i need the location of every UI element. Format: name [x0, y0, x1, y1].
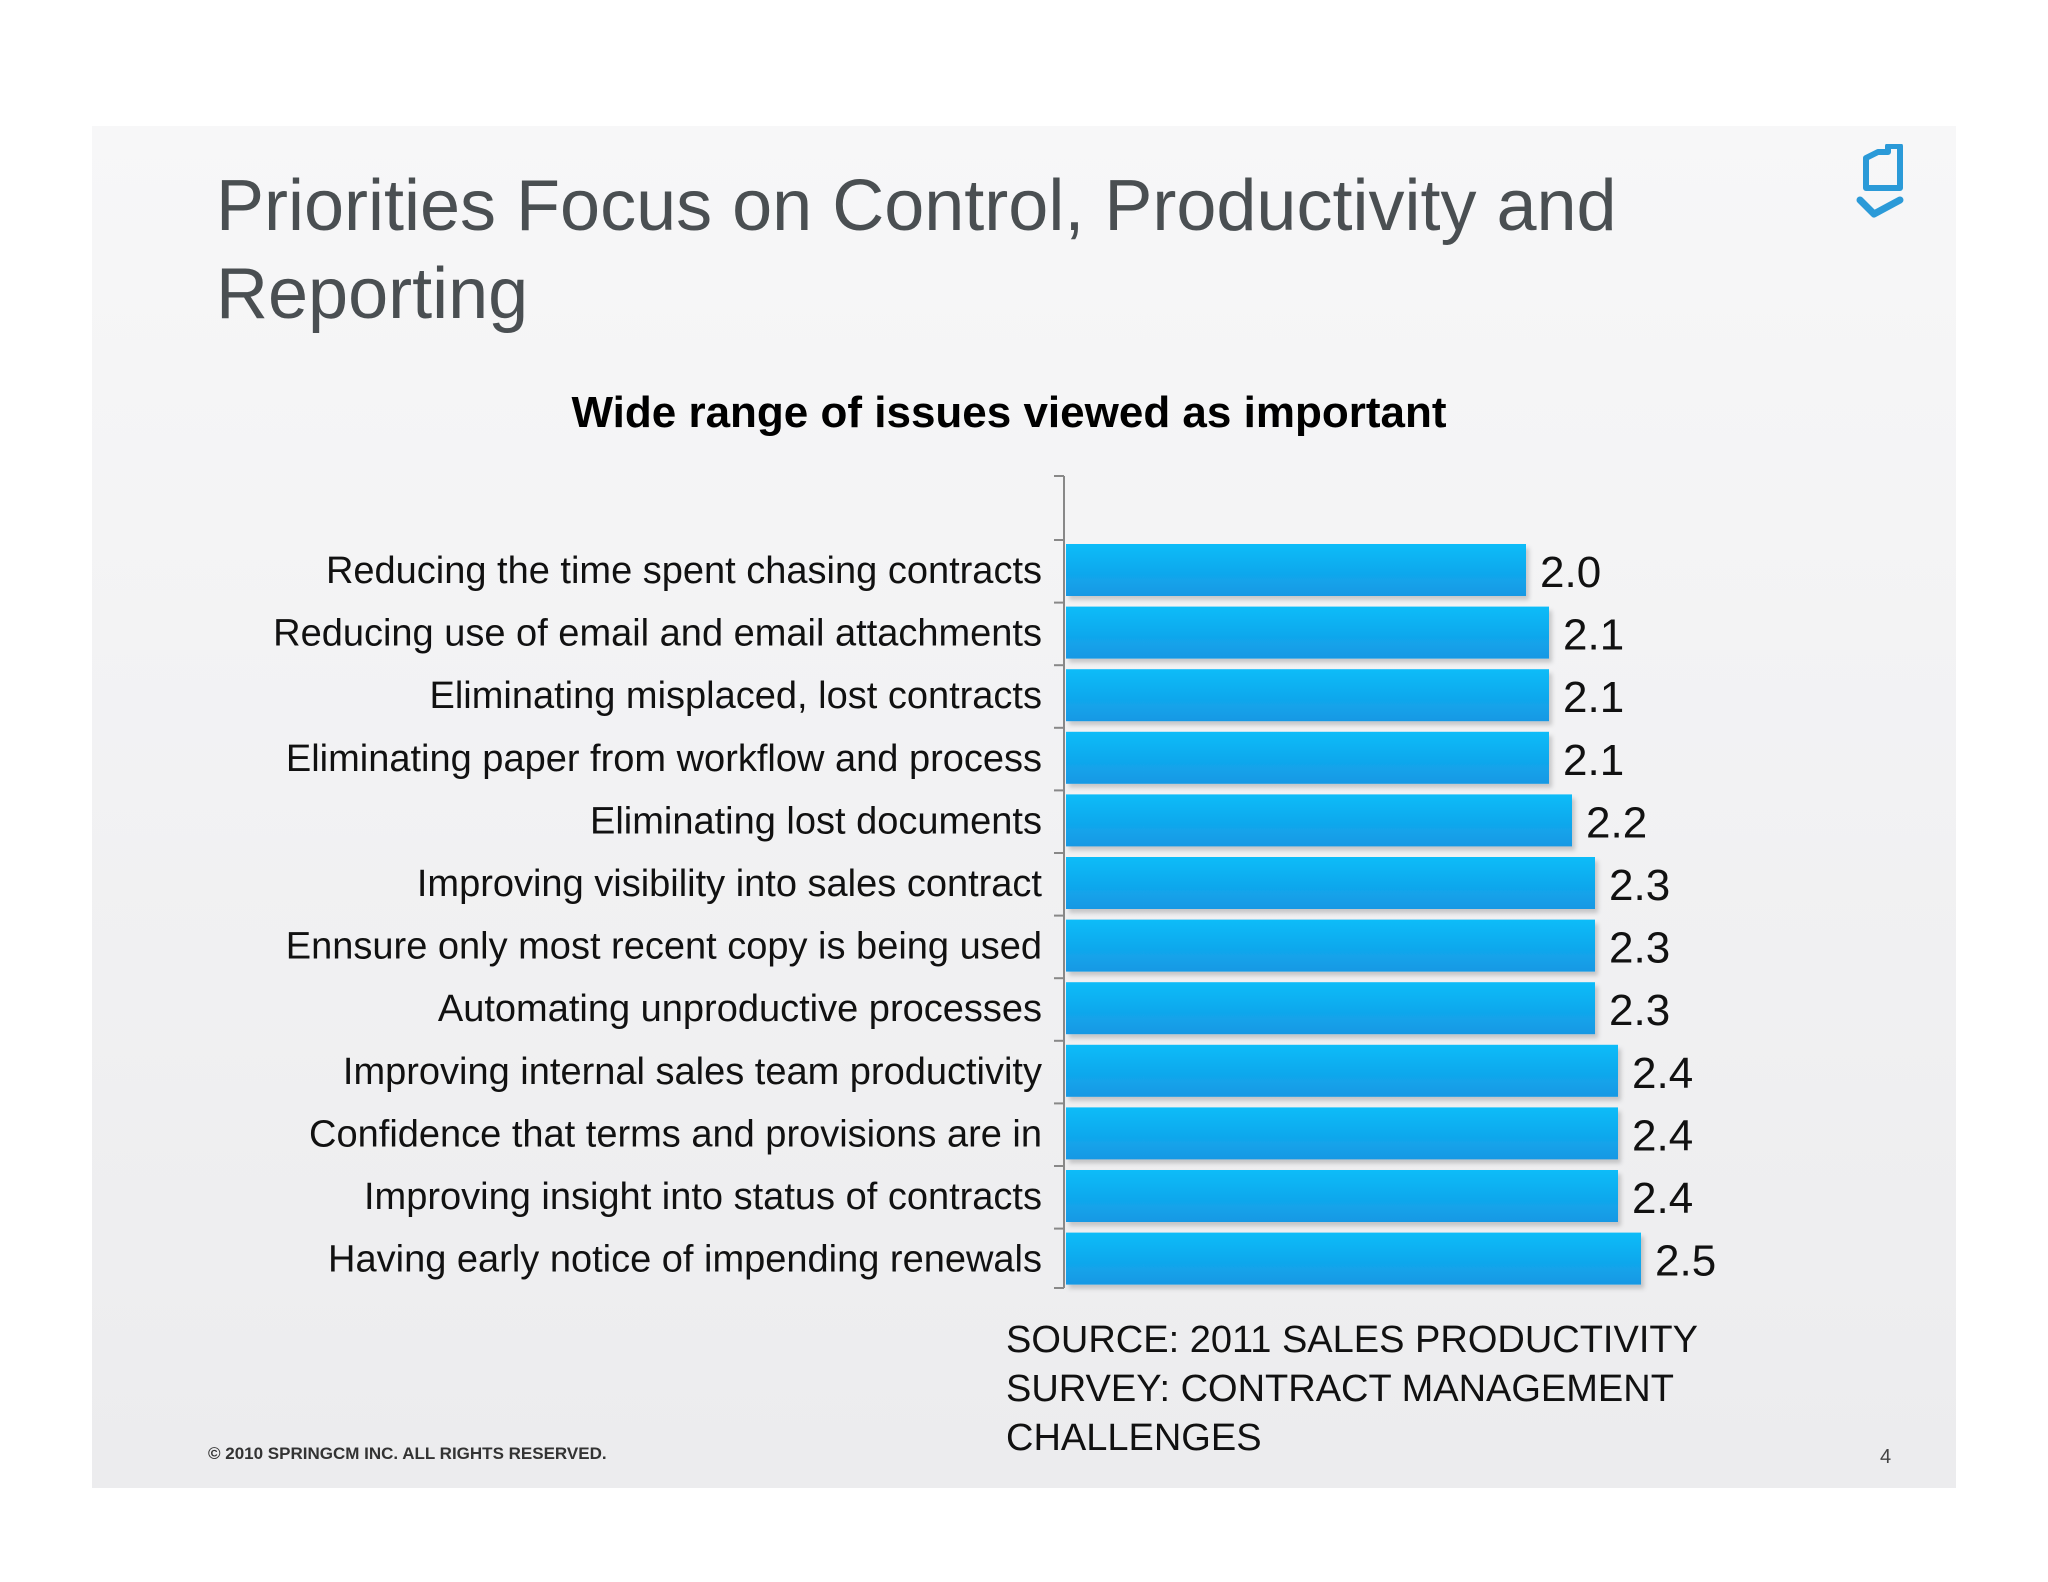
category-label: Eliminating paper from workflow and proc…: [286, 738, 1042, 780]
bar: [1066, 919, 1595, 972]
bar: [1066, 731, 1549, 784]
category-label: Automating unproductive processes: [438, 988, 1042, 1030]
bar: [1066, 544, 1526, 596]
data-label: 2.1: [1563, 673, 1624, 722]
source-note: SOURCE: 2011 SALES PRODUCTIVITY SURVEY: …: [1006, 1319, 1698, 1459]
data-label: 2.1: [1563, 736, 1624, 785]
bar: [1066, 1170, 1618, 1222]
category-label: Improving visibility into sales contract: [417, 863, 1043, 905]
page-title: Priorities Focus on Control, Productivit…: [216, 166, 1617, 334]
category-label: Having early notice of impending renewal…: [328, 1239, 1042, 1281]
data-label: 2.3: [1609, 986, 1670, 1035]
chart-title: Wide range of issues viewed as important: [92, 388, 1956, 438]
bar: [1066, 857, 1595, 909]
category-label: Ennsure only most recent copy is being u…: [286, 926, 1042, 968]
page-number: 4: [1880, 1446, 1892, 1468]
category-label: Reducing the time spent chasing contract…: [326, 550, 1042, 592]
bar-chart: Reducing the time spent chasing contract…: [273, 475, 1716, 1289]
category-label: Reducing use of email and email attachme…: [273, 613, 1042, 655]
category-label: Eliminating misplaced, lost contracts: [430, 675, 1042, 717]
category-label: Improving insight into status of contrac…: [364, 1176, 1042, 1218]
data-label: 2.1: [1563, 611, 1624, 660]
slide: Priorities Focus on Control, Productivit…: [92, 126, 1956, 1488]
data-label: 2.2: [1586, 798, 1647, 847]
data-label: 2.5: [1655, 1237, 1716, 1286]
category-label: Confidence that terms and provisions are…: [309, 1113, 1042, 1155]
data-label: 2.3: [1609, 924, 1670, 973]
data-label: 2.4: [1632, 1049, 1693, 1098]
copyright-text: © 2010 SPRINGCM INC. ALL RIGHTS RESERVED…: [208, 1444, 607, 1463]
bar: [1066, 606, 1549, 659]
data-label: 2.4: [1632, 1174, 1693, 1223]
data-label: 2.4: [1632, 1111, 1693, 1160]
data-label: 2.0: [1540, 548, 1601, 597]
bar: [1066, 982, 1595, 1035]
bar: [1066, 1232, 1641, 1285]
bar: [1066, 1044, 1618, 1097]
category-label: Eliminating lost documents: [590, 800, 1042, 842]
bar: [1066, 669, 1549, 722]
bar: [1066, 794, 1572, 847]
category-label: Improving internal sales team productivi…: [343, 1051, 1042, 1093]
bar: [1066, 1107, 1618, 1160]
springcm-logo-icon: [1852, 143, 1912, 244]
chart-title-text: Wide range of issues viewed as important: [571, 388, 1447, 437]
data-label: 2.3: [1609, 861, 1670, 910]
